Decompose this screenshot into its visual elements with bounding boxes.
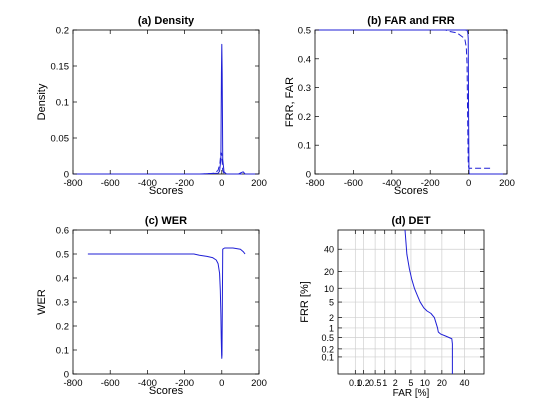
x-tick-label: -600 — [344, 178, 363, 189]
y-axis-label: WER — [36, 289, 48, 315]
y-tick-label: 0 — [64, 370, 69, 381]
y-tick-label: 0.6 — [56, 226, 69, 237]
series-line-dashed — [315, 29, 492, 169]
y-tick-label: 0.2 — [321, 344, 334, 354]
y-tick-label: 0.4 — [298, 54, 311, 65]
x-tick-label: 20 — [437, 378, 447, 388]
x-tick-label: -400 — [138, 378, 157, 389]
panel-far-frr: -800 -600 -400 -200 0 200 0 0.1 0.2 0.3 0.4 0.5 (b… — [284, 15, 515, 197]
panel-density: -800 -600 -400 -200 0 200 0 0.05 0.1 0.15 0.2 (a)… — [36, 15, 267, 197]
x-tick-label: 0 — [219, 378, 224, 389]
y-axis-label: Density — [36, 83, 48, 120]
y-tick-label: 20 — [324, 267, 334, 277]
y-axis-label: FRR [%] — [299, 281, 311, 323]
y-tick-label: 5 — [329, 298, 334, 308]
y-tick-label: 0.5 — [56, 250, 69, 261]
x-tick-label: 5 — [408, 378, 413, 388]
chart-title: (b) FAR and FRR — [367, 15, 454, 27]
x-axis-label: Scores — [149, 185, 184, 197]
y-tick-label: 0.1 — [56, 346, 69, 357]
y-tick-label: 0.2 — [298, 112, 311, 123]
y-axis-label: FRR, FAR — [284, 77, 296, 127]
x-tick-label: 0.1 — [349, 378, 362, 388]
y-tick-label: 0.1 — [321, 352, 334, 362]
x-tick-label: -400 — [382, 178, 401, 189]
y-tick-label: 0.1 — [56, 98, 69, 109]
x-tick-label: -200 — [175, 378, 194, 389]
x-axis-label: Scores — [394, 185, 429, 197]
x-tick-label: -600 — [101, 178, 120, 189]
y-tick-label: 0.4 — [56, 274, 69, 285]
y-tick-label: 0.2 — [56, 322, 69, 333]
x-axis-label: Scores — [149, 385, 184, 397]
x-tick-label: 2 — [393, 378, 398, 388]
y-tick-label: 0.5 — [298, 26, 311, 37]
plot-frame — [314, 29, 508, 175]
x-tick-label: -600 — [101, 378, 120, 389]
chart-title: (c) WER — [145, 215, 187, 227]
x-tick-label: 0.5 — [369, 378, 382, 388]
x-tick-label: 40 — [459, 378, 469, 388]
series-line-dashed — [73, 151, 259, 175]
y-tick-label: 1 — [329, 323, 334, 333]
x-tick-label: 200 — [251, 178, 267, 189]
plot-frame — [72, 29, 260, 175]
x-tick-label: 1 — [382, 378, 387, 388]
x-tick-label: 0.2 — [357, 378, 370, 388]
y-tick-label: 0.05 — [51, 134, 70, 145]
x-tick-label: 10 — [420, 378, 430, 388]
panel-wer: -800 -600 -400 -200 0 200 0 0.1 0.2 0.3 0.4 0.5 0.6… — [36, 215, 267, 397]
y-tick-label: 0.1 — [298, 141, 311, 152]
plot-frame — [72, 229, 260, 375]
y-tick-label: 0.15 — [51, 62, 70, 73]
y-tick-label: 40 — [324, 245, 334, 255]
y-tick-label: 0.5 — [321, 333, 334, 343]
y-tick-label: 0.2 — [56, 26, 69, 37]
y-tick-label: 10 — [324, 284, 334, 294]
y-tick-label: 2 — [329, 313, 334, 323]
y-tick-label: 0 — [306, 170, 311, 181]
x-tick-label: -400 — [138, 178, 157, 189]
y-tick-label: 0.3 — [56, 298, 69, 309]
chart-title: (d) DET — [391, 215, 430, 227]
y-tick-label: 0 — [64, 170, 69, 181]
series-line-solid — [404, 229, 453, 374]
series-line-solid — [87, 247, 246, 359]
x-axis-label: FAR [%] — [393, 388, 430, 399]
chart-title: (a) Density — [138, 15, 195, 27]
x-tick-label: 0 — [466, 178, 471, 189]
x-tick-label: -200 — [421, 178, 440, 189]
x-tick-label: -800 — [63, 378, 82, 389]
series-line-solid — [73, 43, 259, 175]
x-tick-label: -800 — [305, 178, 324, 189]
x-tick-label: 200 — [499, 178, 515, 189]
series-line-solid — [315, 29, 507, 175]
x-tick-label: -200 — [175, 178, 194, 189]
x-tick-label: 0 — [219, 178, 224, 189]
x-tick-label: 200 — [251, 378, 267, 389]
y-tick-label: 0.3 — [298, 83, 311, 94]
x-tick-label: -800 — [63, 178, 82, 189]
